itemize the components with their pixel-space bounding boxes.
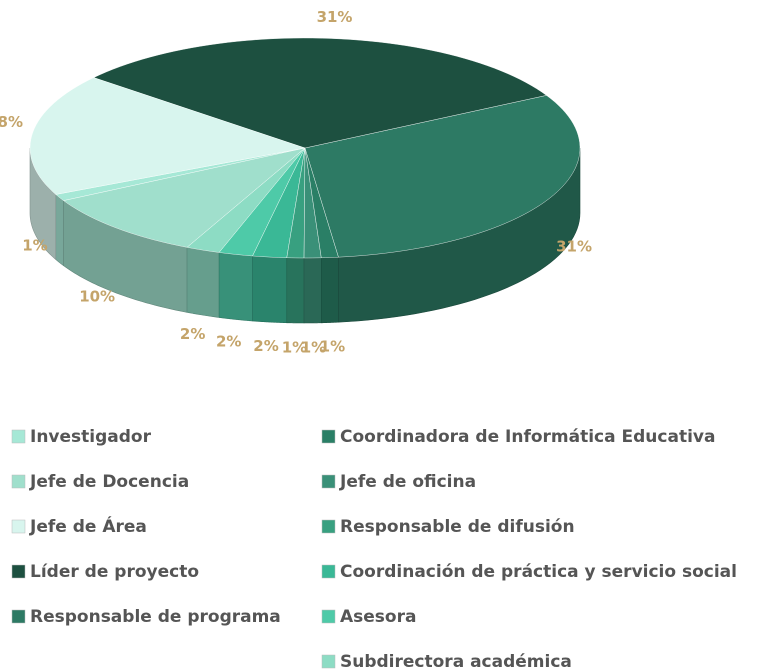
slice-side [303, 257, 322, 324]
slice [29, 77, 306, 195]
slice-side [55, 193, 64, 267]
legend-label: Jefe de Docencia [29, 472, 189, 492]
slice-side [321, 256, 339, 324]
legend-label: Coordinación de práctica y servicio soci… [340, 562, 737, 582]
data-label: 2% [216, 332, 241, 350]
legend-swatch [11, 609, 26, 624]
legend-swatch [11, 429, 26, 444]
legend-swatch [321, 429, 336, 444]
legend-label: Coordinadora de Informática Educativa [340, 427, 715, 447]
slice-side [252, 255, 288, 324]
legend-label: Líder de proyecto [30, 562, 199, 582]
legend-swatch [321, 654, 336, 669]
legend-label: Responsable de programa [30, 607, 281, 627]
legend-label: Asesora [340, 607, 416, 627]
data-label: 2% [253, 337, 278, 355]
slice-side [286, 257, 305, 324]
data-label: 18% [0, 113, 23, 131]
legend-label: Responsable de difusión [340, 517, 575, 537]
slice [304, 95, 581, 258]
legend-swatch [11, 474, 26, 489]
data-label: 31% [317, 8, 353, 26]
slice [93, 37, 547, 149]
legend-swatch [11, 564, 26, 579]
slice-side [218, 252, 253, 322]
legend-swatch [321, 609, 336, 624]
slice-side [186, 247, 220, 318]
legend-swatch [321, 564, 336, 579]
legend-label: Jefe de oficina [339, 472, 476, 492]
data-label: 1% [282, 338, 307, 356]
data-label: 2% [180, 325, 205, 343]
legend-swatch [11, 519, 26, 534]
legend-label: Subdirectora académica [340, 652, 572, 671]
data-label: 1% [320, 338, 345, 356]
legend-swatch [321, 519, 336, 534]
legend-label: Jefe de Área [29, 515, 147, 537]
legend-label: Investigador [30, 427, 152, 447]
data-label: 31% [556, 238, 592, 256]
data-label: 10% [79, 288, 115, 306]
data-label: 1% [301, 338, 326, 356]
slice [63, 147, 306, 248]
data-label: 1% [22, 236, 47, 254]
legend-swatch [321, 474, 336, 489]
